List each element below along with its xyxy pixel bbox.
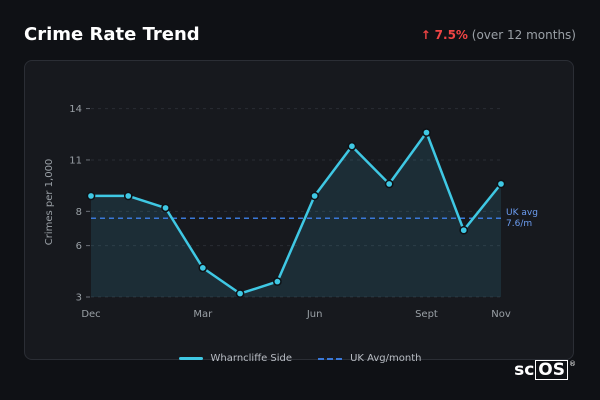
x-tick-label: Dec [81,309,100,320]
data-point [459,225,469,235]
trend-period: (over 12 months) [471,28,576,42]
series-area [91,132,501,297]
trend-arrow: ↑ [420,28,431,42]
grid-lines [91,108,501,298]
chart-legend: Wharncliffe Side UK Avg/month [0,353,600,364]
trend-change: ↑ 7.5% (over 12 months) [421,28,576,42]
uk-average-label: UK avg [506,208,538,218]
logo-registered-mark: ® [569,360,576,368]
uk-average-value-label: 7.6/m [506,219,532,229]
y-axis-ticks: 3 6 8 11 14 [69,104,90,304]
data-point [347,141,357,151]
data-points [86,128,506,298]
y-tick-label: 6 [76,241,82,252]
legend-reference-label: UK Avg/month [350,353,422,364]
chart-panel [24,60,574,360]
data-point [384,179,394,189]
data-point [496,179,506,189]
x-tick-label: Jun [306,309,323,320]
series-line [91,131,502,295]
x-tick-label: Sept [415,309,438,320]
y-tick-label: 3 [76,293,82,304]
y-tick-label: 8 [76,207,82,218]
legend-series-label: Wharncliffe Side [210,353,293,364]
data-point [273,277,282,286]
logo-text: sc [514,360,535,380]
scos-logo: sc OS ® [514,360,576,380]
data-point [198,263,208,273]
data-point [123,191,133,201]
x-axis-ticks: Dec Mar Jun Sept Nov [81,309,511,320]
data-point [235,289,245,298]
data-point [86,191,96,201]
legend-solid-swatch [178,357,203,360]
x-tick-label: Mar [193,309,213,320]
data-point [161,203,170,213]
x-tick-label: Nov [491,309,511,320]
y-tick-label: 14 [69,104,82,115]
legend-item-series[interactable]: Wharncliffe Side [178,353,293,364]
logo-box-text: OS [535,360,568,380]
data-point [310,191,319,201]
legend-item-uk-average[interactable]: UK Avg/month [318,353,421,364]
legend-dashed-swatch [318,357,343,360]
data-point [422,128,431,137]
chart-title: Crime Rate Trend [24,24,200,45]
y-axis-label: Crimes per 1,000 [44,159,55,246]
trend-percent: 7.5% [434,28,468,42]
y-tick-label: 11 [69,155,82,166]
